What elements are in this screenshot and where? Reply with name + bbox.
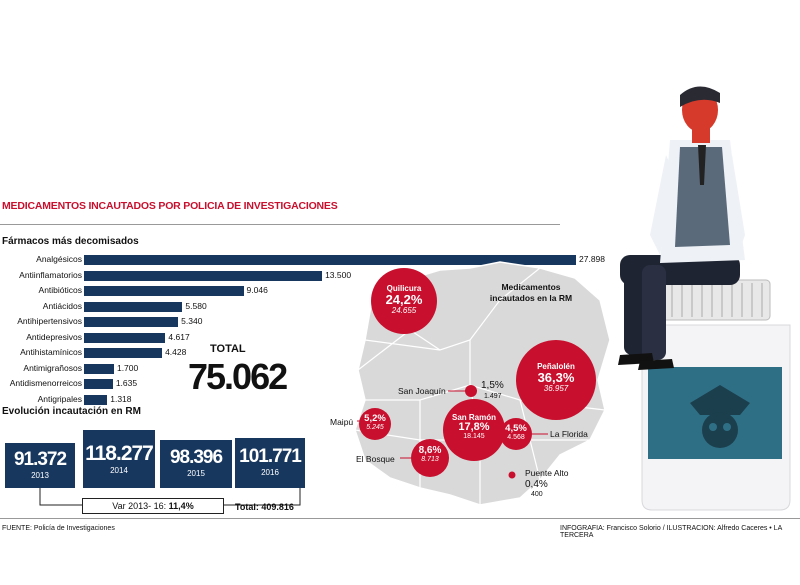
penalolen-label: Peñalolén 36,3% 36.957 <box>537 362 575 393</box>
bar <box>84 286 244 296</box>
bar <box>84 317 179 327</box>
puente-alto-name: Puente Alto <box>525 468 569 478</box>
year-bar-value: 91.372 <box>13 448 67 470</box>
credit-note: INFOGRAFIA: Francisco Solorio / ILUSTRAC… <box>560 525 782 539</box>
bar-value-label: 1.318 <box>110 393 132 404</box>
year-bar-year: 2013 <box>31 470 49 480</box>
variation-value: 11,4% <box>168 501 194 511</box>
bar-value-label: 1.635 <box>115 378 138 388</box>
bar-value-label: 9.046 <box>246 285 268 295</box>
bar-chart-subtitle: Fármacos más decomisados <box>2 236 139 247</box>
circle-la-florida <box>500 418 532 450</box>
year-bar-value: 118.277 <box>85 442 154 465</box>
bar-label: Antigripales <box>37 393 82 404</box>
circle-san-joaquin <box>465 385 477 397</box>
maipu-label: 5,2% 5.245 <box>364 413 386 432</box>
bar-label: Antihistamínicos <box>20 347 82 357</box>
bar <box>84 255 576 265</box>
year-bar: 118.277 2014 <box>83 430 155 488</box>
bar <box>84 363 114 374</box>
bar-value-label: 4.428 <box>165 347 187 357</box>
puente-alto-pct: 0,4% <box>525 479 548 490</box>
year-bar-year: 2016 <box>261 468 279 478</box>
bar-value-label: 4.617 <box>168 331 190 342</box>
bar-label: Antiinflamatorios <box>19 269 82 280</box>
footer-divider <box>0 518 800 519</box>
bar-label: Antidismenorreicos <box>9 378 82 388</box>
year-bar-value: 98.396 <box>169 446 223 468</box>
bar-label: Antidepresivos <box>26 331 82 342</box>
el-bosque-label: 8,6% 8.713 <box>418 445 442 464</box>
bar <box>84 270 323 281</box>
san-joaquin-count: 1.497 <box>484 393 502 400</box>
variation-label: Var 2013- 16: <box>112 501 167 511</box>
illustration <box>618 86 791 511</box>
bar <box>84 379 113 389</box>
bar <box>84 332 166 343</box>
bar <box>84 301 183 312</box>
circle-puente-alto <box>508 471 516 479</box>
title-divider <box>0 224 560 225</box>
circle-el-bosque <box>411 439 449 477</box>
bar-value-label: 1.700 <box>116 362 139 373</box>
circle-san-ramon <box>443 399 505 461</box>
puente-alto-count: 400 <box>531 491 543 498</box>
bar <box>84 348 163 358</box>
bottle-cap <box>661 279 771 321</box>
el-bosque-name: El Bosque <box>356 454 395 464</box>
circle-quilicura <box>371 268 437 334</box>
year-bar-year: 2015 <box>187 468 205 478</box>
maipu-name: Maipú <box>330 417 354 427</box>
bar-value-label: 5.340 <box>181 316 203 326</box>
bar-label: Antibióticos <box>38 285 82 295</box>
la-florida-label: 4,5% 4.568 <box>505 423 527 442</box>
year-bar-year: 2014 <box>110 466 128 475</box>
evolution-title: Evolución incautación en RM <box>2 406 141 417</box>
san-ramon-label: San Ramón 17,8% 18.145 <box>451 413 496 440</box>
bar-label: Antimigrañosos <box>23 362 82 373</box>
bar-label: Antihipertensivos <box>17 316 82 326</box>
bar-value-label: 27.898 <box>579 254 605 264</box>
bar <box>84 394 108 405</box>
variation-box: Var 2013- 16: 11,4% <box>82 498 224 514</box>
bar-value-label: 13.500 <box>325 269 352 280</box>
bar-label: Analgésicos <box>36 254 82 264</box>
san-joaquin-pct: 1,5% <box>481 380 504 391</box>
circle-penalolen <box>516 340 596 420</box>
year-bar-value: 101.771 <box>239 446 302 468</box>
year-bar: 91.372 2013 <box>5 443 75 488</box>
chart-title: MEDICAMENTOS INCAUTADOS POR POLICIA DE I… <box>2 200 338 212</box>
year-bar: 98.396 2015 <box>160 439 232 488</box>
circle-maipu <box>359 408 391 440</box>
source-note: FUENTE: Policía de Investigaciones <box>2 525 115 532</box>
la-florida-name: La Florida <box>550 429 588 439</box>
san-joaquin-name: San Joaquín <box>398 386 446 396</box>
total-value: 75.062 <box>188 356 288 397</box>
total-label: TOTAL <box>210 343 246 355</box>
quilicura-label: Quilicura 24,2% 24.655 <box>385 284 423 315</box>
map-title: Medicamentos incautados en la RM <box>489 282 573 303</box>
total-evolution: Total: 409.816 <box>235 502 294 512</box>
year-bar: 101.771 2016 <box>235 438 305 488</box>
bar-label: Antiácidos <box>42 300 82 311</box>
bar-value-label: 5.580 <box>185 300 207 311</box>
